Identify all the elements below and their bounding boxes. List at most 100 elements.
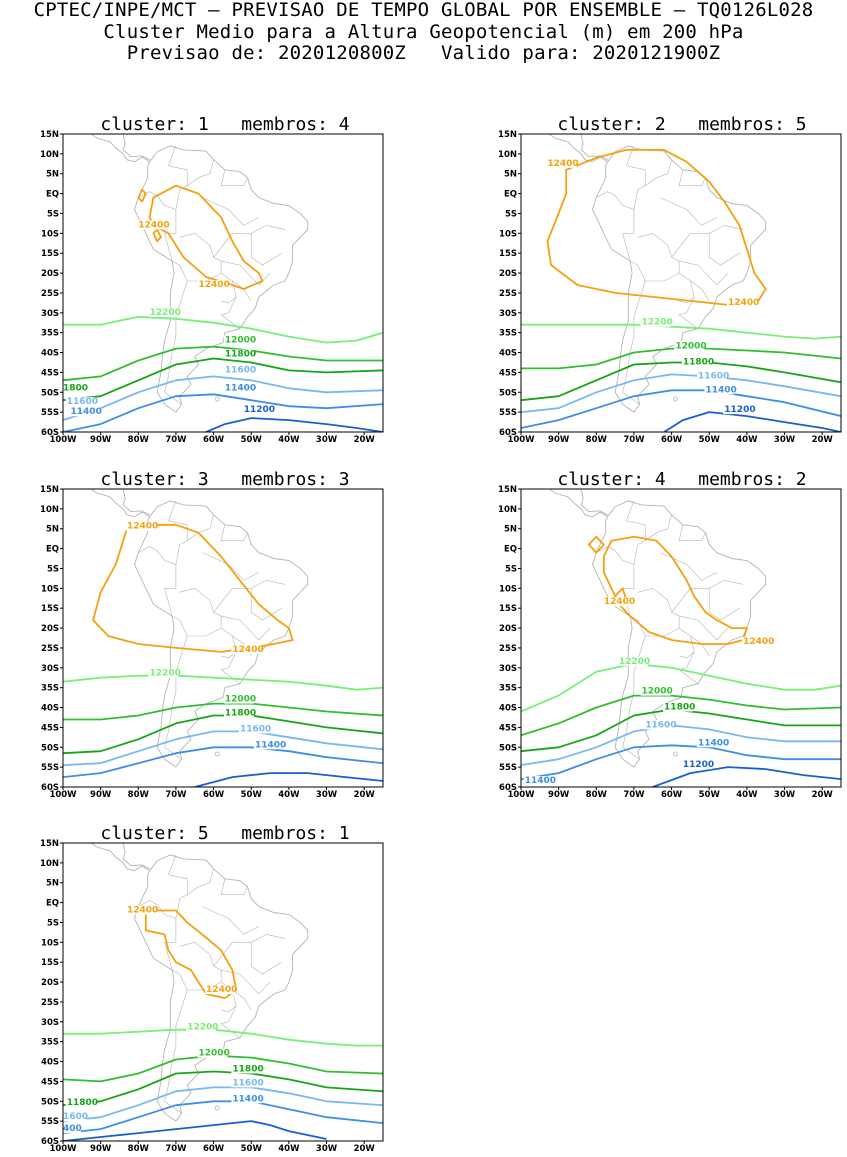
lat-label: 20S xyxy=(41,269,59,279)
contour-line-12000 xyxy=(63,702,383,721)
contour-label: 11600 xyxy=(645,720,676,730)
contour-line-11400 xyxy=(63,746,383,778)
contour-label-bg xyxy=(704,385,735,395)
contour-label: 11400 xyxy=(525,776,556,786)
contour-label: 11400 xyxy=(71,407,102,417)
lat-label: EQ xyxy=(46,545,59,555)
falkland-islands xyxy=(214,1105,220,1111)
lat-label: 15S xyxy=(41,604,59,614)
lat-label: 40S xyxy=(41,704,59,714)
lon-label: 40W xyxy=(278,790,300,800)
contour-label: 12400 xyxy=(138,220,169,230)
lat-label: 30S xyxy=(41,1018,59,1028)
lat-label: 35S xyxy=(41,684,59,694)
contour-label: 12400 xyxy=(127,906,158,916)
country-border xyxy=(202,552,259,581)
contour-label-bg xyxy=(617,656,648,666)
lat-label: 50S xyxy=(41,1097,59,1107)
contour-label: 11400 xyxy=(255,740,286,750)
contour-line-11800 xyxy=(63,1070,383,1107)
contour-line-12200 xyxy=(63,315,383,344)
contour-label: 11200 xyxy=(244,405,275,415)
contour-line-11600 xyxy=(63,1086,383,1122)
lon-label: 40W xyxy=(278,1144,300,1154)
lat-label: 5S xyxy=(47,918,59,928)
central-america-coastline xyxy=(90,843,150,872)
map-content: 1240012400122001200011800118001160016001… xyxy=(63,843,383,1141)
lat-label: 55S xyxy=(499,763,517,773)
contour-label-bg xyxy=(63,1112,87,1122)
lat-label: EQ xyxy=(46,190,59,200)
lon-label: 50W xyxy=(241,1144,263,1154)
contour-label-bg xyxy=(231,1094,262,1104)
lat-label: 5S xyxy=(505,564,517,574)
lat-label: 10S xyxy=(41,938,59,948)
country-border xyxy=(202,906,259,935)
lat-label: 60S xyxy=(499,783,517,793)
country-border xyxy=(164,635,188,760)
panel-5-title: cluster: 5 membros: 1 xyxy=(100,823,350,844)
contour-label-bg xyxy=(681,357,712,367)
contour-line-11800 xyxy=(63,357,383,402)
falkland-islands xyxy=(672,396,678,402)
contour-label-bg xyxy=(742,636,773,646)
lat-label: 5N xyxy=(46,170,59,180)
contour-label-bg xyxy=(696,738,727,748)
country-border xyxy=(660,552,717,581)
contour-label-bg xyxy=(238,724,269,734)
lat-label: 5N xyxy=(504,525,517,535)
falkland-islands xyxy=(214,751,220,757)
country-border xyxy=(678,272,695,304)
country-border xyxy=(221,969,271,995)
contour-label-bg xyxy=(186,1022,217,1032)
lat-label: 30S xyxy=(499,664,517,674)
country-border xyxy=(645,159,672,186)
contour-label: 11600 xyxy=(698,371,729,381)
contour-label: 11600 xyxy=(225,365,256,375)
country-border xyxy=(172,232,222,282)
central-america-coastline xyxy=(122,134,150,161)
country-border xyxy=(220,651,241,684)
lat-label: 60S xyxy=(499,428,517,438)
lon-label: 90W xyxy=(90,790,112,800)
contour-line-11600 xyxy=(63,730,383,766)
lon-label: 90W xyxy=(548,790,570,800)
contour-label: 12400 xyxy=(604,597,635,607)
contour-label: 11800 xyxy=(664,703,695,713)
lat-label: 25S xyxy=(41,644,59,654)
map-content: 12400 12400 12200 12000 11800 11600 11400 11400… xyxy=(521,489,841,787)
contour-label-bg xyxy=(69,407,100,417)
lat-label: 50S xyxy=(499,388,517,398)
contour-label: 1800 xyxy=(63,383,88,393)
contour-line-11400 xyxy=(521,744,841,780)
south-america-coastline xyxy=(592,500,767,768)
lat-label: 10N xyxy=(40,150,59,160)
panel-3-title: cluster: 3 membros: 3 xyxy=(100,469,350,490)
lat-label: 60S xyxy=(41,428,59,438)
country-border xyxy=(671,225,744,258)
map-2-svg: 12400 12400 12200 12000 11800 11600 11400 11200… xyxy=(498,130,842,445)
lon-label: 100W xyxy=(49,790,77,800)
contour-line-12400 xyxy=(546,149,767,306)
map-4-svg: 12400 12400 12200 12000 11800 11600 11400 11400… xyxy=(498,485,842,800)
lon-label: 90W xyxy=(90,1144,112,1154)
contour-label: 12400 xyxy=(728,298,759,308)
lon-label: 20W xyxy=(354,1144,376,1154)
country-border xyxy=(220,524,248,541)
country-border xyxy=(202,197,259,226)
lat-label: 45S xyxy=(499,723,517,733)
country-border xyxy=(690,280,710,302)
contour-line-12200 xyxy=(63,674,383,691)
country-border xyxy=(220,169,248,186)
contour-label-bg xyxy=(602,597,633,607)
contour-label-bg xyxy=(223,335,254,345)
country-border xyxy=(187,514,214,541)
lon-label: 80W xyxy=(586,790,608,800)
lat-label: 55S xyxy=(499,408,517,418)
contour-line-12400 xyxy=(137,188,147,203)
country-border xyxy=(671,580,744,613)
south-america-coastline xyxy=(134,500,309,768)
country-border xyxy=(679,260,729,286)
country-border xyxy=(645,514,672,541)
lon-label: 30W xyxy=(774,790,796,800)
